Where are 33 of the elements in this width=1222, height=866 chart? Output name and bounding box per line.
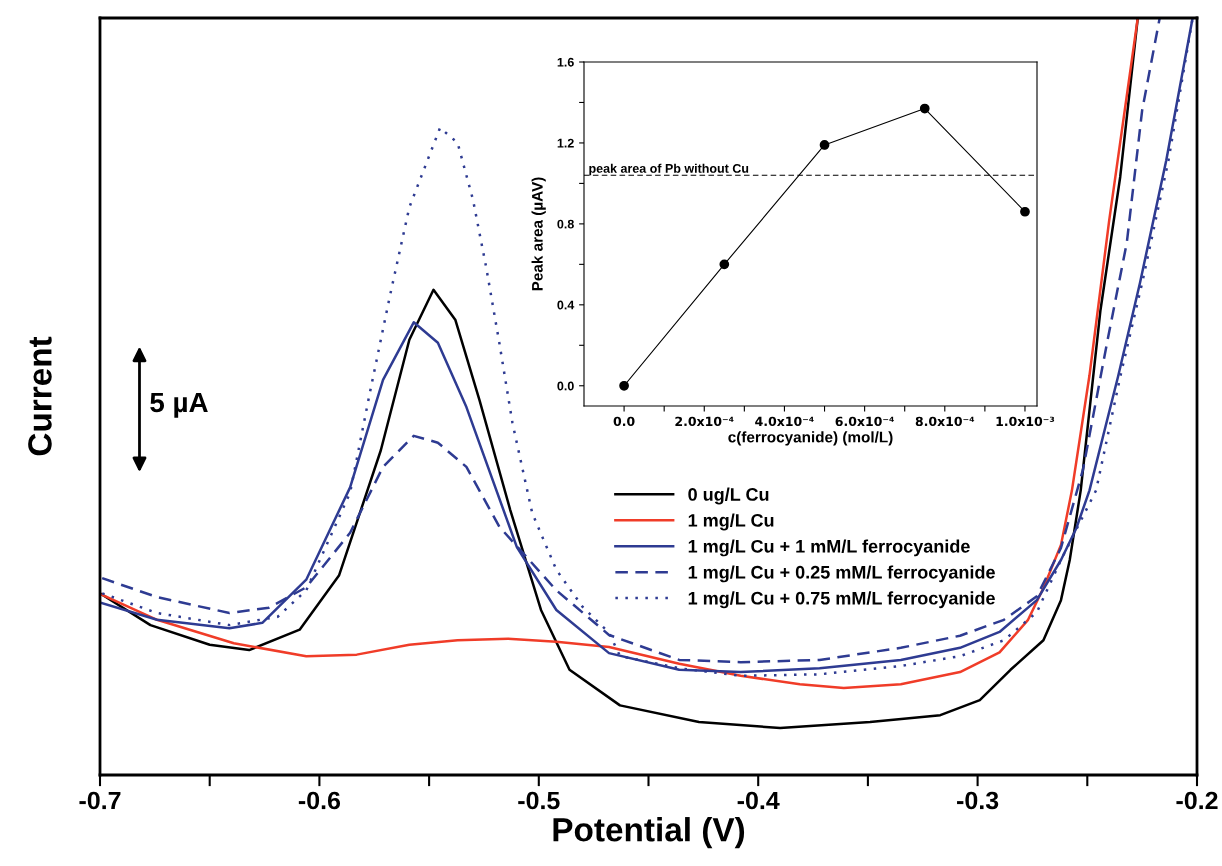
point <box>819 140 830 150</box>
annotation: 5 µA <box>150 392 208 418</box>
point <box>1020 206 1030 217</box>
x-tick-label: 2.0x10⁻⁴ <box>675 416 734 427</box>
y-tick-label: 0.4 <box>557 300 575 310</box>
x-axis-title: Potential (V) <box>553 817 745 849</box>
x-tick-label: -0.7 <box>79 791 121 810</box>
y-tick-label: 0.0 <box>557 381 574 391</box>
legend-label: 0 ug/L Cu <box>688 487 769 505</box>
y-tick-label: 0.8 <box>557 219 574 229</box>
x-tick-label: -0.2 <box>1176 791 1218 810</box>
legend-label: 1 mg/L Cu <box>688 513 774 531</box>
ref-line-label: peak area of Pb without Cu <box>589 163 749 176</box>
point <box>719 259 730 270</box>
y-tick-label: 1.6 <box>557 57 574 67</box>
x-tick-label: 0.0 <box>613 416 635 427</box>
x-tick-label: -0.4 <box>737 791 780 810</box>
point <box>919 103 930 114</box>
x-tick-label: 1.0x10⁻³ <box>996 416 1055 427</box>
x-tick-label: 8.0x10⁻⁴ <box>915 416 975 427</box>
y-tick-label: 1.2 <box>557 138 574 148</box>
point <box>619 380 629 391</box>
x-tick-label: -0.3 <box>957 791 999 810</box>
y-axis-title: Peak area (µAV) <box>531 177 546 291</box>
x-axis-title: c(ferrocyanide) (mol/L) <box>728 431 893 446</box>
x-tick-label: -0.6 <box>298 791 341 810</box>
legend-label: 1 mg/L Cu + 0.25 mM/L ferrocyanide <box>688 565 995 583</box>
x-tick-label: -0.5 <box>518 791 560 810</box>
legend-label: 1 mg/L Cu + 0.75 mM/L ferrocyanide <box>688 591 995 609</box>
x-tick-label: 6.0x10⁻⁴ <box>835 416 894 427</box>
y-axis-title: Current <box>28 336 52 456</box>
x-tick-label: 4.0x10⁻⁴ <box>755 416 814 427</box>
legend-label: 1 mg/L Cu + 1 mM/L ferrocyanide <box>688 539 970 557</box>
